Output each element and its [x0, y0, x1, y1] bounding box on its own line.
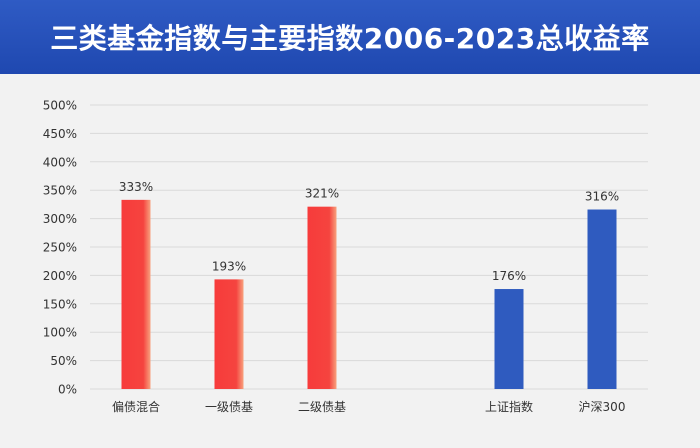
y-tick-label: 400% [43, 155, 77, 169]
data-label: 333% [119, 180, 153, 194]
x-tick-label: 沪深300 [579, 400, 626, 414]
bar-chart: 0% 50% 100% 150% 200% 250% 300% 350% 400% 450% 500… [43, 99, 648, 414]
y-tick-label: 250% [43, 241, 77, 255]
y-tick-label: 500% [43, 99, 77, 113]
chart-title: 三类基金指数与主要指数2006-2023总收益率 [50, 22, 650, 55]
data-label: 316% [585, 190, 619, 204]
bar-沪深300 [587, 209, 617, 389]
x-tick-label: 偏债混合 [112, 399, 160, 414]
y-tick-label: 450% [43, 127, 77, 141]
y-tick-label: 150% [43, 297, 77, 311]
chart-area: 0% 50% 100% 150% 200% 250% 300% 350% 400% 450% 500… [0, 74, 700, 444]
x-tick-label: 上证指数 [485, 399, 533, 414]
y-tick-label: 200% [43, 269, 77, 283]
bar-上证指数 [494, 289, 524, 389]
title-banner: 三类基金指数与主要指数2006-2023总收益率 [0, 0, 700, 74]
y-tick-label: 50% [50, 354, 77, 368]
bar-一级债基 [214, 279, 244, 389]
bar-偏债混合 [121, 199, 151, 389]
y-tick-label: 100% [43, 326, 77, 340]
y-tick-label: 0% [58, 383, 77, 397]
data-label: 176% [492, 269, 526, 283]
bar-二级债基 [307, 206, 337, 389]
x-tick-label: 一级债基 [205, 400, 253, 414]
y-tick-label: 300% [43, 212, 77, 226]
x-tick-label: 二级债基 [298, 400, 346, 414]
data-label: 193% [212, 259, 246, 273]
y-tick-label: 350% [43, 184, 77, 198]
data-label: 321% [305, 187, 339, 201]
